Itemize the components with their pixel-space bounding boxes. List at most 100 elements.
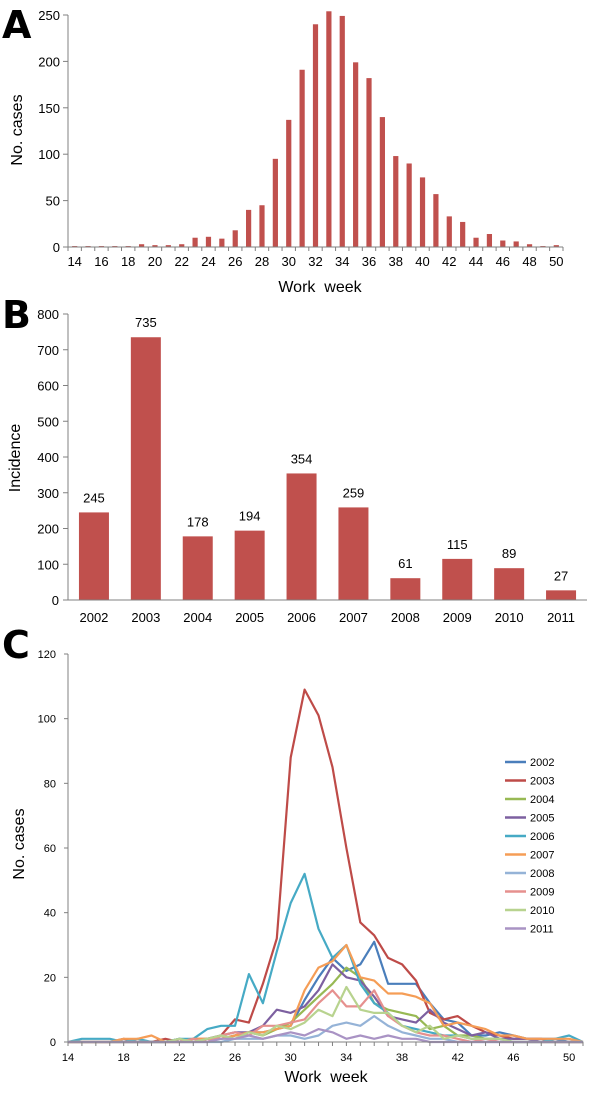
- x-axis-title-c: Work week: [284, 1069, 368, 1086]
- bar-a: [526, 244, 533, 247]
- data-label-b: 115: [447, 537, 468, 552]
- y-tick-label-c: 120: [38, 649, 56, 661]
- bar-a: [473, 237, 479, 247]
- bar-b: [78, 512, 109, 600]
- lines-c: [67, 688, 584, 1044]
- bar-a: [232, 230, 238, 247]
- data-label-b: 354: [291, 451, 313, 466]
- bar-a: [205, 236, 212, 247]
- y-axis-c: 0 20 40 60 80 100 120: [38, 649, 69, 1049]
- y-axis-title-c: No. cases: [11, 808, 28, 879]
- legend-label-2006: 2006: [530, 831, 554, 843]
- x-tick-label-c: 42: [452, 1052, 464, 1064]
- bar-a: [272, 158, 278, 247]
- bar-a: [138, 244, 145, 247]
- panel-label-a: A: [2, 3, 32, 47]
- x-tick-label-c: 22: [173, 1052, 185, 1064]
- x-tick-label-a: 14: [67, 254, 81, 269]
- x-tick-label-a: 32: [308, 254, 322, 269]
- x-tick-label-a: 44: [469, 254, 483, 269]
- x-tick-label-c: 34: [340, 1052, 352, 1064]
- bar-a: [553, 245, 559, 247]
- x-tick-label-c: 30: [285, 1052, 297, 1064]
- x-tick-label-c: 18: [118, 1052, 130, 1064]
- x-tick-label-a: 30: [282, 254, 296, 269]
- x-tick-label-b: 2007: [339, 610, 368, 625]
- x-tick-label-b: 2009: [443, 610, 472, 625]
- x-tick-label-a: 42: [442, 254, 456, 269]
- bar-b: [390, 578, 421, 600]
- x-tick-label-c: 26: [229, 1052, 241, 1064]
- bars-a: [72, 11, 559, 248]
- y-tick-label-b: 100: [37, 557, 59, 572]
- x-tick-label-a: 48: [522, 254, 536, 269]
- y-tick-label-b: 300: [37, 486, 59, 501]
- y-tick-label-c: 0: [50, 1037, 56, 1049]
- bar-a: [339, 15, 345, 248]
- bar-b: [286, 473, 317, 600]
- chart-b: B 0 100 200 300 400 500 600 700 800 245 735 178 194…: [2, 293, 587, 625]
- bar-a: [433, 194, 439, 247]
- bar-a: [286, 119, 292, 247]
- y-tick-label-b: 700: [37, 343, 59, 358]
- x-tick-label-a: 22: [174, 254, 188, 269]
- x-tick-label-a: 40: [415, 254, 429, 269]
- legend-label-2007: 2007: [530, 850, 554, 862]
- y-tick-label-b: 800: [37, 307, 59, 322]
- series-line-2007: [68, 943, 584, 1044]
- x-tick-label-c: 46: [507, 1052, 519, 1064]
- bar-b: [338, 507, 369, 600]
- bar-a: [246, 209, 252, 247]
- legend-label-2011: 2011: [530, 924, 554, 936]
- series-line-2006: [67, 872, 584, 1044]
- x-axis-title-a: Work week: [278, 279, 362, 296]
- data-label-b: 194: [239, 509, 261, 524]
- data-label-b: 89: [502, 546, 516, 561]
- series-line-2002: [68, 940, 583, 1044]
- x-tick-label-a: 20: [148, 254, 162, 269]
- legend-label-2009: 2009: [530, 887, 554, 899]
- legend-label-2004: 2004: [530, 794, 554, 806]
- x-tick-label-a: 16: [94, 254, 108, 269]
- y-tick-label-c: 20: [44, 972, 56, 984]
- data-label-b: 735: [135, 315, 157, 330]
- bar-a: [152, 245, 158, 247]
- y-tick-label-c: 100: [38, 714, 56, 726]
- data-label-b: 259: [343, 485, 365, 500]
- bar-a: [393, 156, 399, 247]
- x-tick-label-a: 34: [335, 254, 349, 269]
- bar-a: [460, 221, 466, 247]
- y-tick-label-b: 500: [37, 414, 59, 429]
- bar-b: [546, 590, 577, 600]
- y-tick-label-c: 40: [44, 908, 56, 920]
- x-tick-label-c: 50: [563, 1052, 575, 1064]
- bar-a: [179, 244, 185, 247]
- x-tick-label-a: 26: [228, 254, 242, 269]
- bar-a: [406, 163, 412, 247]
- x-axis-c: 14 18 22 26 30 34 38 42 46 50: [62, 1041, 584, 1064]
- data-label-b: 245: [83, 490, 105, 505]
- x-axis-a: 14 16 18 20 22 24 26 28 30 32 34 36 38 40 42 44 46 48 50: [67, 246, 564, 269]
- y-tick-label-a: 200: [38, 54, 60, 69]
- bar-a: [219, 238, 225, 247]
- y-tick-label-b: 400: [37, 450, 59, 465]
- x-tick-label-b: 2003: [131, 610, 160, 625]
- chart-c: C 0 20 40 60 80 100 120 14 18 22 26 30 34 38 42 46 50 2…: [2, 623, 584, 1086]
- bar-a: [299, 69, 305, 247]
- bar-b: [494, 568, 525, 600]
- panel-label-b: B: [2, 293, 31, 337]
- y-axis-title-b: Incidence: [7, 424, 24, 493]
- x-axis-b: 2002 2003 2004 2005 2006 2007 2008 2009 2010 2011: [68, 599, 587, 625]
- x-tick-label-a: 24: [201, 254, 215, 269]
- x-tick-label-a: 46: [496, 254, 510, 269]
- y-tick-label-c: 80: [44, 778, 56, 790]
- data-label-b: 27: [554, 568, 568, 583]
- bar-a: [192, 237, 198, 247]
- bar-b: [130, 337, 161, 600]
- x-tick-label-b: 2011: [547, 610, 575, 625]
- data-label-b: 178: [187, 514, 209, 529]
- bar-a: [446, 216, 452, 247]
- bar-a: [486, 234, 493, 247]
- bar-a: [419, 177, 426, 247]
- bar-a: [165, 245, 171, 247]
